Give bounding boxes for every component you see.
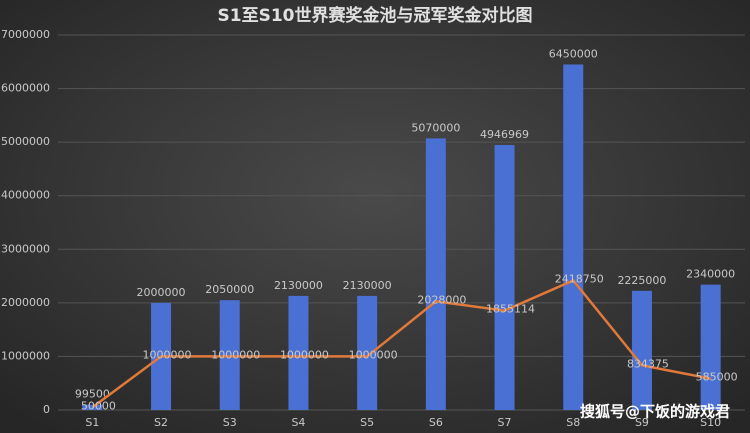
bar-value-label: 6450000	[549, 47, 598, 60]
line-value-label: 1000000	[349, 348, 398, 361]
bar-value-label: 2130000	[343, 279, 392, 292]
y-tick-label: 1000000	[1, 349, 50, 362]
x-tick-label: S9	[635, 416, 649, 429]
y-tick-label: 2000000	[1, 296, 50, 309]
bar-value-label: 2050000	[205, 283, 254, 296]
bar-value-label: 2000000	[137, 286, 186, 299]
y-tick-label: 4000000	[1, 189, 50, 202]
line-value-label: 50000	[81, 399, 116, 412]
bar	[288, 295, 309, 410]
bar	[700, 284, 721, 410]
bar	[631, 290, 652, 410]
line-value-label: 585000	[696, 371, 738, 384]
bar	[82, 404, 103, 410]
x-tick-label: S7	[498, 416, 512, 429]
line-value-label: 1000000	[211, 348, 260, 361]
x-tick-label: S3	[223, 416, 237, 429]
bar	[563, 64, 584, 410]
bar-value-label: 99500	[75, 388, 110, 401]
x-tick-label: S1	[85, 416, 99, 429]
line-value-label: 834375	[627, 357, 669, 370]
bar-value-label: 5070000	[411, 121, 460, 134]
bar	[494, 144, 515, 410]
bar-value-label: 4946969	[480, 128, 529, 141]
bar-value-label: 2340000	[686, 268, 735, 281]
chart-title: S1至S10世界赛奖金池与冠军奖金对比图	[218, 5, 533, 26]
x-tick-label: S8	[566, 416, 580, 429]
line-value-label: 1000000	[280, 348, 329, 361]
y-tick-label: 0	[43, 403, 50, 416]
x-tick-label: S6	[429, 416, 443, 429]
x-tick-label: S2	[154, 416, 168, 429]
line-value-label: 2028000	[417, 293, 466, 306]
bar-value-label: 2225000	[617, 274, 666, 287]
x-tick-label: S10	[700, 416, 721, 429]
y-tick-label: 3000000	[1, 242, 50, 255]
y-tick-label: 5000000	[1, 135, 50, 148]
bar	[357, 295, 378, 410]
y-tick-label: 6000000	[1, 82, 50, 95]
bar-value-label: 2130000	[274, 279, 323, 292]
line	[91, 278, 711, 409]
watermark: 搜狐号@下饭的游戏君	[580, 403, 730, 421]
y-tick-label: 7000000	[1, 28, 50, 41]
x-tick-label: S5	[360, 416, 374, 429]
x-tick-label: S4	[291, 416, 305, 429]
line-value-label: 2418750	[555, 272, 604, 285]
bar	[219, 300, 240, 410]
line-value-label: 1855114	[486, 303, 535, 316]
bar	[425, 138, 446, 410]
line-value-label: 1000000	[143, 348, 192, 361]
